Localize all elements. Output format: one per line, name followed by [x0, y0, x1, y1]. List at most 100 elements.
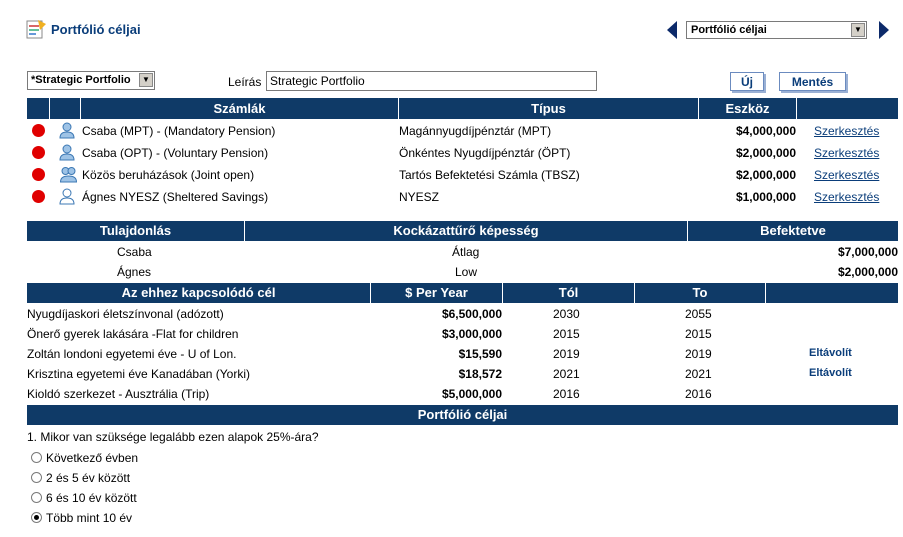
- edit-link[interactable]: Szerkesztés: [814, 146, 880, 160]
- question-text: 1. Mikor van szüksége legalább ezen alap…: [27, 430, 319, 444]
- goal-from: 2019: [553, 347, 580, 361]
- status-dot-icon: [32, 168, 45, 181]
- portfolio-document-icon: [26, 20, 46, 39]
- ownership-header: Tulajdonlás Kockázattűrő képesség Befekt…: [27, 221, 898, 241]
- goal-to: 2019: [685, 347, 712, 361]
- account-type: Tartós Befektetési Számla (TBSZ): [399, 168, 580, 182]
- header-blank: [766, 283, 898, 303]
- edit-link[interactable]: Szerkesztés: [814, 124, 880, 138]
- remove-link[interactable]: Eltávolít: [809, 347, 852, 359]
- table-row: Ágnes NYESZ (Sheltered Savings) NYESZ $1…: [27, 186, 898, 208]
- radio-button[interactable]: [31, 452, 42, 463]
- chevron-down-icon[interactable]: ▼: [139, 73, 153, 87]
- account-asset: $4,000,000: [735, 124, 796, 138]
- account-name: Csaba (MPT) - (Mandatory Pension): [82, 124, 276, 138]
- triangle-left-icon[interactable]: [667, 21, 677, 39]
- goal-name: Önerő gyerek lakására -Flat for children: [27, 327, 239, 341]
- status-dot-icon: [32, 124, 45, 137]
- header-accounts: Számlák: [81, 98, 399, 119]
- remove-link[interactable]: Eltávolít: [809, 367, 852, 379]
- ownership-row: Ágnes Low $2,000,000: [27, 262, 898, 281]
- ownership-row: Csaba Átlag $7,000,000: [27, 242, 898, 261]
- owner-name: Ágnes: [117, 265, 152, 279]
- goal-row: Krisztina egyetemi éve Kanadában (Yorki)…: [27, 364, 898, 384]
- header-risk: Kockázattűrő képesség: [245, 221, 688, 241]
- single-person-icon: [59, 122, 75, 139]
- goal-to: 2015: [685, 327, 712, 341]
- header-type: Típus: [399, 98, 699, 119]
- radio-button[interactable]: [31, 512, 42, 523]
- goal-row: Nyugdíjaskori életszínvonal (adózott) $6…: [27, 304, 898, 324]
- portfolio-select[interactable]: *Strategic Portfolio ▼: [27, 71, 155, 90]
- account-asset: $1,000,000: [735, 190, 796, 204]
- portfolio-select-value: *Strategic Portfolio: [31, 74, 131, 86]
- goal-name: Kioldó szerkezet - Ausztrália (Trip): [27, 387, 210, 401]
- two-persons-icon: [59, 167, 78, 183]
- goal-name: Krisztina egyetemi éve Kanadában (Yorki): [27, 367, 251, 381]
- goal-row: Kioldó szerkezet - Ausztrália (Trip) $5,…: [27, 384, 898, 404]
- invested-amount: $2,000,000: [837, 265, 898, 279]
- goal-per-year: $5,000,000: [441, 387, 502, 401]
- header-blank: [50, 98, 81, 119]
- header-per-year: $ Per Year: [371, 283, 503, 303]
- radio-label: Következő évben: [46, 451, 139, 465]
- goal-to: 2021: [685, 367, 712, 381]
- objectives-title: Portfólió céljai: [417, 407, 508, 422]
- radio-button[interactable]: [31, 472, 42, 483]
- goal-row: Önerő gyerek lakására -Flat for children…: [27, 324, 898, 344]
- header-goal: Az ehhez kapcsolódó cél: [27, 283, 371, 303]
- radio-label: 6 és 10 év között: [46, 491, 137, 505]
- table-row: Csaba (OPT) - (Voluntary Pension) Önként…: [27, 142, 898, 164]
- goal-from: 2015: [553, 327, 580, 341]
- goal-name: Zoltán londoni egyetemi éve - U of Lon.: [27, 347, 237, 361]
- account-type: NYESZ: [399, 190, 440, 204]
- table-row: Közös beruházások (Joint open) Tartós Be…: [27, 164, 898, 186]
- status-dot-icon: [32, 146, 45, 159]
- save-button[interactable]: Mentés: [779, 72, 846, 91]
- invested-amount: $7,000,000: [837, 245, 898, 259]
- goal-from: 2030: [553, 307, 580, 321]
- account-name: Csaba (OPT) - (Voluntary Pension): [82, 146, 269, 160]
- account-name: Közös beruházások (Joint open): [82, 168, 255, 182]
- account-type: Önkéntes Nyugdíjpénztár (ÖPT): [399, 146, 571, 160]
- table-row: Csaba (MPT) - (Mandatory Pension) Magánn…: [27, 120, 898, 142]
- header-from: Tól: [503, 283, 635, 303]
- goal-from: 2021: [553, 367, 580, 381]
- page-selector[interactable]: Portfólió céljai ▼: [686, 21, 867, 39]
- goal-from: 2016: [553, 387, 580, 401]
- account-type: Magánnyugdíjpénztár (MPT): [399, 124, 552, 138]
- goal-name: Nyugdíjaskori életszínvonal (adózott): [27, 307, 224, 321]
- goals-header: Az ehhez kapcsolódó cél $ Per Year Tól T…: [27, 283, 898, 303]
- header-asset: Eszköz: [699, 98, 797, 119]
- person-outline-icon: [59, 188, 75, 205]
- risk-level: Átlag: [452, 245, 480, 259]
- new-button[interactable]: Új: [730, 72, 764, 91]
- triangle-right-icon[interactable]: [879, 21, 889, 39]
- description-label: Leírás: [228, 75, 262, 89]
- objectives-header: Portfólió céljai: [27, 405, 898, 425]
- edit-link[interactable]: Szerkesztés: [814, 168, 880, 182]
- owner-name: Csaba: [117, 245, 152, 259]
- account-asset: $2,000,000: [735, 168, 796, 182]
- goal-per-year: $18,572: [458, 367, 502, 381]
- goal-to: 2016: [685, 387, 712, 401]
- page-title: Portfólió céljai: [51, 22, 141, 37]
- header-to: To: [635, 283, 766, 303]
- radio-label: Több mint 10 év: [46, 511, 133, 525]
- header-blank: [27, 98, 50, 119]
- accounts-header: Számlák Típus Eszköz: [27, 98, 898, 119]
- goal-row: Zoltán londoni egyetemi éve - U of Lon. …: [27, 344, 898, 364]
- single-person-icon: [59, 144, 75, 161]
- status-dot-icon: [32, 190, 45, 203]
- header-invested: Befektetve: [760, 223, 826, 238]
- radio-button[interactable]: [31, 492, 42, 503]
- radio-label: 2 és 5 év között: [46, 471, 131, 485]
- account-asset: $2,000,000: [735, 146, 796, 160]
- goal-per-year: $15,590: [458, 347, 502, 361]
- description-input[interactable]: [266, 71, 597, 91]
- account-name: Ágnes NYESZ (Sheltered Savings): [82, 190, 269, 204]
- chevron-down-icon[interactable]: ▼: [851, 23, 865, 37]
- edit-link[interactable]: Szerkesztés: [814, 190, 880, 204]
- page-selector-value: Portfólió céljai: [691, 24, 767, 36]
- risk-level: Low: [455, 265, 478, 279]
